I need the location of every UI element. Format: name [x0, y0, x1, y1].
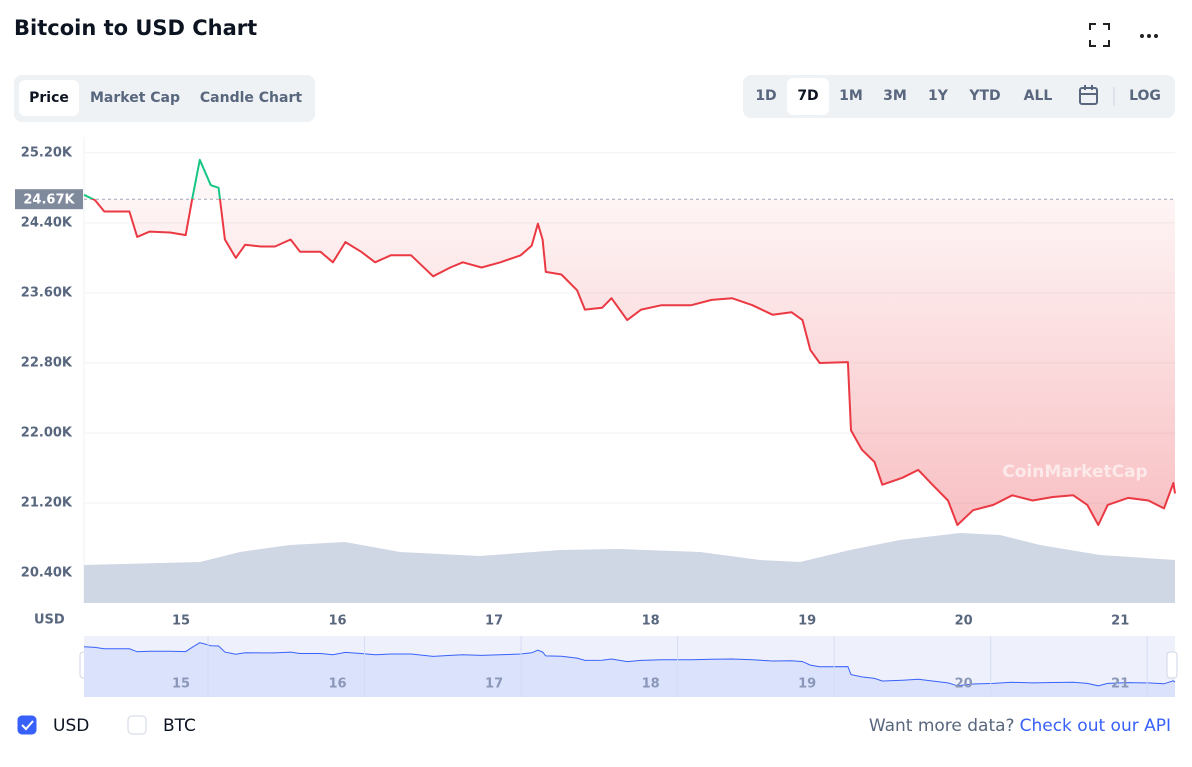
- footer-text: Want more data?: [869, 716, 1015, 736]
- range-button[interactable]: YTD: [968, 88, 1000, 104]
- range-button[interactable]: 1M: [839, 88, 863, 104]
- x-tick-label: 19: [798, 614, 816, 629]
- x-tick-label: 21: [1111, 614, 1129, 629]
- navigator-tick-label: 20: [955, 677, 973, 692]
- log-button[interactable]: LOG: [1129, 88, 1161, 104]
- y-tick-label: 23.60K: [21, 285, 73, 300]
- checkmark: [21, 720, 34, 731]
- legend-label: USD: [53, 716, 89, 736]
- legend-label: BTC: [163, 716, 196, 736]
- tab-active-bg: [19, 80, 79, 116]
- navigator-line: [83, 642, 1176, 687]
- navigator-handle[interactable]: [1166, 651, 1178, 679]
- title: Bitcoin to USD Chart: [14, 16, 257, 40]
- y-tick-label: 22.00K: [21, 426, 73, 441]
- range-button[interactable]: 3M: [883, 88, 907, 104]
- y-tick-label: 24.40K: [21, 215, 73, 230]
- tab[interactable]: Market Cap: [90, 90, 180, 106]
- x-tick-label: 18: [642, 614, 660, 629]
- tab[interactable]: Price: [29, 90, 69, 106]
- api-link[interactable]: Check out our API: [1020, 716, 1171, 736]
- fullscreen-icon[interactable]: [1089, 23, 1110, 47]
- x-tick-label: 15: [172, 614, 190, 629]
- y-tick-label: 25.20K: [21, 145, 73, 160]
- watermark: CoinMarketCap: [1002, 462, 1147, 482]
- x-tick-label: 20: [955, 614, 973, 629]
- price-line: [83, 158, 1176, 526]
- range-group: [743, 75, 1175, 118]
- range-button[interactable]: ALL: [1024, 88, 1053, 104]
- y-axis-label: USD: [34, 613, 65, 628]
- more-icon[interactable]: [1140, 34, 1158, 38]
- navigator-tick-label: 18: [642, 677, 660, 692]
- navigator-tick-label: 21: [1111, 677, 1129, 692]
- range-button[interactable]: 7D: [797, 88, 818, 104]
- x-tick-label: 17: [485, 614, 503, 629]
- range-button[interactable]: 1Y: [928, 88, 949, 104]
- reference-badge: [15, 189, 83, 210]
- checkbox[interactable]: [127, 715, 147, 735]
- tab[interactable]: Candle Chart: [200, 90, 302, 106]
- y-tick-label: 20.40K: [21, 566, 73, 581]
- navigator-tick-label: 19: [798, 677, 816, 692]
- price-area: [84, 159, 1175, 526]
- range-button[interactable]: 1D: [755, 88, 776, 104]
- range-active-bg: [787, 78, 829, 115]
- plot: 20.40K 21.20K 22.00K 22.80K 23.60K 24.40K 25.2…: [15, 137, 1176, 603]
- tab-group: [14, 75, 315, 122]
- x-tick-label: 16: [329, 614, 347, 629]
- navigator-area: [84, 642, 1175, 697]
- legend: USD BTC: [17, 715, 196, 736]
- calendar-icon[interactable]: [1079, 85, 1098, 105]
- navigator-tick-label: 15: [172, 677, 190, 692]
- y-tick-label: 21.20K: [21, 496, 73, 511]
- navigator-tick-label: 16: [329, 677, 347, 692]
- navigator-tick-label: 17: [485, 677, 503, 692]
- y-tick-label: 22.80K: [21, 355, 73, 370]
- checkbox[interactable]: [17, 715, 37, 735]
- reference-label: 24.67K: [23, 193, 75, 208]
- volume-area: [84, 533, 1175, 603]
